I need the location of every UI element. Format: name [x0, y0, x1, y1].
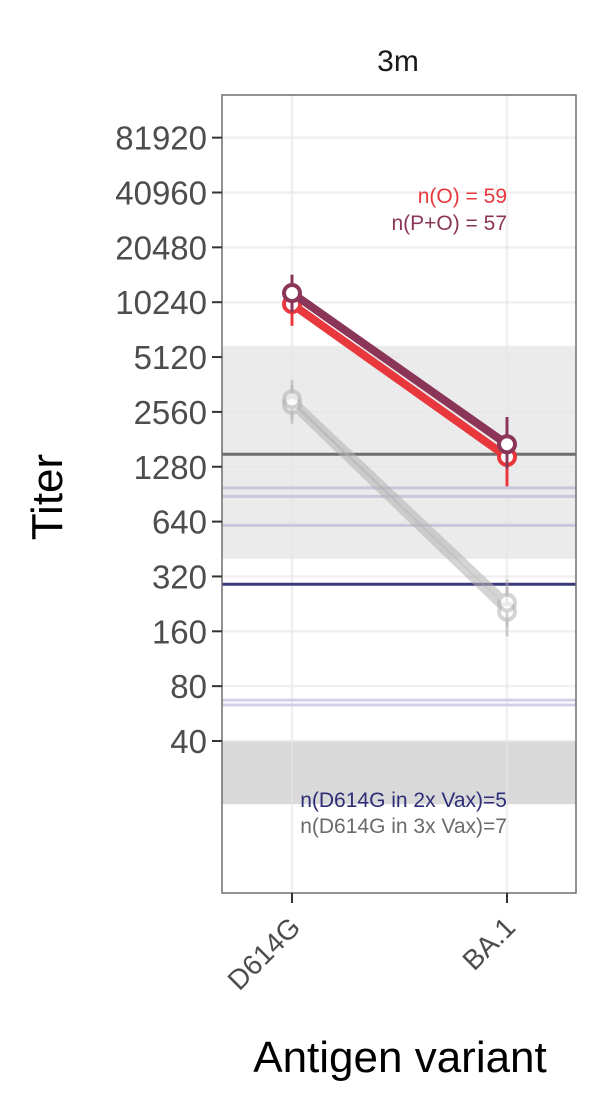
- annotation-2: n(D614G in 2x Vax)=5: [300, 789, 507, 812]
- x-axis-title: Antigen variant: [253, 1033, 547, 1082]
- y-tick-label-320: 320: [152, 558, 207, 595]
- y-axis: 40 80 160 320 640 1280 2560 5120 10240 20480 40960…: [115, 120, 222, 760]
- y-tick-label-10240: 10240: [115, 284, 207, 321]
- x-axis: D614G BA.1: [222, 893, 521, 996]
- y-tick-label-160: 160: [152, 613, 207, 650]
- series-reference-2: [282, 379, 517, 627]
- series-line-1: [288, 300, 511, 461]
- series-line-3: [288, 401, 511, 616]
- panel-border: [221, 94, 577, 894]
- y-tick-label-81920: 81920: [115, 120, 207, 157]
- y-tick-label-80: 80: [170, 668, 207, 705]
- annotation-0: n(O) = 59: [418, 185, 507, 208]
- x-tick-label-D614G: D614G: [222, 911, 307, 996]
- y-tick-label-2560: 2560: [134, 394, 207, 431]
- x-tick-label-BA.1: BA.1: [456, 911, 521, 976]
- y-tick-label-1280: 1280: [134, 449, 207, 486]
- series-line-2: [288, 395, 511, 607]
- data-point-2-0: [282, 389, 302, 410]
- series-P+O: [282, 274, 517, 469]
- y-tick-label-40: 40: [170, 723, 207, 760]
- y-tick-label-640: 640: [152, 504, 207, 541]
- data-point-0-1: [497, 434, 517, 455]
- y-tick-label-5120: 5120: [134, 339, 207, 376]
- facet-title: 3m: [377, 45, 419, 78]
- series-line-0: [288, 289, 511, 449]
- annotation-1: n(P+O) = 57: [391, 212, 507, 235]
- y-axis-title: Titer: [23, 454, 72, 540]
- data-point-0-0: [282, 283, 302, 304]
- annotation-3: n(D614G in 3x Vax)=7: [300, 815, 507, 838]
- shaded-band-1: [222, 741, 576, 805]
- y-tick-label-20480: 20480: [115, 229, 207, 266]
- plot-panel: n(O) = 59 n(P+O) = 57 n(D614G in 2x Vax)=5…: [221, 94, 577, 894]
- y-tick-label-40960: 40960: [115, 175, 207, 212]
- data-point-2-1: [497, 592, 517, 613]
